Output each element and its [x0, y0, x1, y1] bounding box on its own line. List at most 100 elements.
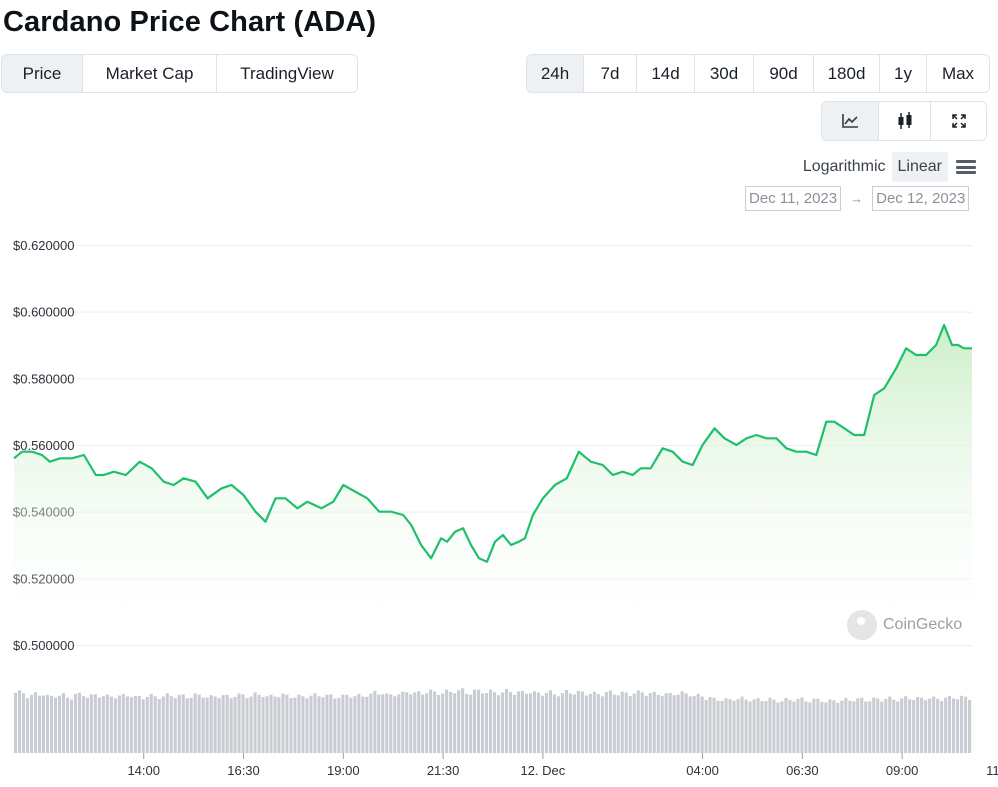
range-30d-button[interactable]: 30d — [695, 55, 754, 92]
tab-tradingview[interactable]: TradingView — [240, 63, 334, 83]
volume-bar — [505, 688, 509, 753]
volume-bar — [22, 693, 26, 753]
volume-bar — [129, 697, 133, 753]
x-tick-label: 04:00 — [686, 763, 719, 778]
volume-bar — [197, 694, 201, 753]
volume-bar — [704, 700, 708, 753]
range-180d-button[interactable]: 180d — [814, 55, 880, 92]
volume-bar — [544, 692, 549, 753]
volume-bar — [928, 698, 932, 753]
price-line[interactable] — [13, 323, 972, 563]
date-to-input[interactable]: Dec 12, 2023 — [872, 186, 970, 211]
volume-bar — [213, 696, 217, 753]
tab-price[interactable]: Price — [2, 55, 83, 92]
linear-scale-option[interactable]: Linear — [891, 152, 948, 182]
volume-bar — [712, 697, 716, 753]
hamburger-menu-icon[interactable] — [956, 160, 976, 174]
line-chart-button[interactable] — [822, 102, 879, 140]
range-90d-button[interactable]: 90d — [754, 55, 814, 92]
range-24h-button[interactable]: 24h — [527, 55, 584, 92]
volume-bar — [740, 696, 744, 753]
volume-bar — [816, 698, 820, 753]
volume-bar — [864, 701, 868, 753]
x-tick-label: 12. Dec — [520, 763, 565, 778]
volume-bar — [221, 695, 225, 753]
volume-bar — [345, 694, 349, 753]
volume-bar — [920, 697, 924, 753]
volume-bar — [257, 694, 261, 753]
volume-bar — [648, 693, 652, 753]
volume-bar — [381, 694, 385, 753]
volume-bar — [245, 698, 249, 753]
x-tick-label: 21:30 — [427, 763, 460, 778]
volume-bar — [457, 690, 461, 753]
y-tick-label: $0.560000 — [13, 438, 74, 453]
volume-bar — [628, 696, 632, 753]
volume-bar — [233, 696, 237, 753]
volume-bar — [225, 694, 229, 753]
volume-bar — [968, 699, 972, 753]
volume-bar — [580, 691, 584, 753]
volume-bar — [768, 697, 772, 753]
volume-bar — [852, 701, 856, 753]
range-max-button[interactable]: Max — [941, 63, 975, 83]
volume-bar — [89, 694, 93, 753]
range-7d-button[interactable]: 7d — [584, 55, 637, 92]
volume-bar — [161, 696, 165, 753]
volume-bar — [73, 693, 78, 753]
volume-bar — [413, 692, 417, 753]
volume-bar — [477, 689, 481, 753]
volume-bar — [373, 690, 377, 753]
range-1y-button[interactable]: 1y — [880, 55, 927, 92]
volume-bar — [45, 694, 50, 753]
volume-bar — [193, 693, 197, 753]
volume-bar — [417, 691, 421, 753]
logarithmic-scale-option[interactable]: Logarithmic — [802, 158, 886, 175]
volume-bar — [397, 694, 401, 753]
volume-bar — [872, 697, 876, 753]
date-from-input[interactable]: Dec 11, 2023 — [745, 186, 842, 211]
volume-bar — [840, 700, 844, 753]
volume-bar — [473, 689, 477, 753]
volume-bar — [608, 690, 612, 753]
volume-bar — [421, 694, 425, 753]
volume-bar — [265, 696, 269, 753]
volume-bar — [389, 694, 393, 753]
candlestick-chart-button[interactable] — [879, 102, 931, 140]
volume-bar — [892, 699, 896, 753]
volume-bar — [81, 696, 86, 753]
volume-bar — [305, 698, 309, 753]
volume-bar — [960, 695, 964, 753]
volume-bar — [281, 693, 285, 753]
volume-bar — [209, 695, 213, 753]
date-range-picker: Dec 11, 2023 → Dec 12, 2023 — [745, 186, 970, 211]
volume-bar — [26, 698, 30, 753]
volume-bar — [656, 694, 660, 753]
volume-bar — [249, 696, 253, 753]
volume-bar — [14, 692, 18, 753]
volume-bar — [952, 698, 956, 753]
volume-bar — [109, 696, 113, 753]
volume-bar — [481, 693, 485, 753]
volume-bar — [904, 696, 908, 753]
volume-bar — [317, 696, 321, 753]
tab-market-cap[interactable]: Market Cap — [83, 55, 217, 92]
fullscreen-button[interactable] — [931, 102, 986, 140]
volume-bar — [848, 700, 852, 753]
volume-bar — [30, 694, 34, 753]
volume-bar — [540, 695, 545, 753]
volume-bar — [49, 695, 54, 753]
volume-bar — [856, 698, 860, 753]
range-14d-button[interactable]: 14d — [637, 55, 695, 92]
volume-bar — [449, 691, 453, 753]
volume-bar — [800, 697, 804, 753]
volume-bar — [65, 697, 70, 753]
volume-bar — [940, 700, 944, 753]
time-range-tab-group: 24h 7d 14d 30d 90d 180d 1y Max — [526, 54, 990, 93]
volume-bar — [640, 692, 644, 753]
volume-bar — [684, 693, 688, 753]
volume-bar — [660, 696, 664, 753]
volume-bar — [836, 702, 840, 753]
volume-bar — [437, 694, 441, 753]
